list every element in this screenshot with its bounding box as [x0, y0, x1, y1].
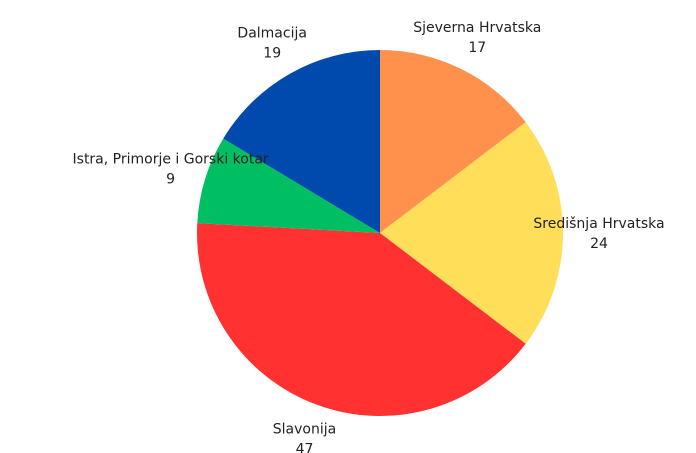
slice-value-istra-primorje-i-gorski-kotar: 9: [166, 172, 175, 188]
pie-slices: [197, 50, 564, 417]
slice-value-dalmacija: 19: [263, 45, 281, 61]
slice-label-slavonija: Slavonija: [273, 422, 336, 438]
pie-slice-istra-primorje-i-gorski-kotar: [197, 138, 380, 233]
pie-slice-slavonija: [197, 223, 526, 417]
slice-label-istra-primorje-i-gorski-kotar: Istra, Primorje i Gorski kotar: [73, 152, 269, 168]
slice-label-sjeverna-hrvatska: Sjeverna Hrvatska: [413, 20, 541, 36]
pie-labels: Sjeverna Hrvatska 17 Središnja Hrvatska 24 S…: [73, 20, 665, 453]
slice-value-sjeverna-hrvatska: 17: [468, 40, 486, 56]
pie-slice-sjeverna-hrvatska: [380, 50, 526, 233]
slice-value-slavonija: 47: [296, 442, 314, 453]
pie-slice-sredisnja-hrvatska: [380, 122, 564, 344]
slice-label-sredisnja-hrvatska: Središnja Hrvatska: [533, 216, 664, 232]
slice-value-sredisnja-hrvatska: 24: [590, 236, 608, 252]
slice-label-dalmacija: Dalmacija: [237, 25, 307, 41]
pie-slice-dalmacija: [223, 50, 380, 233]
